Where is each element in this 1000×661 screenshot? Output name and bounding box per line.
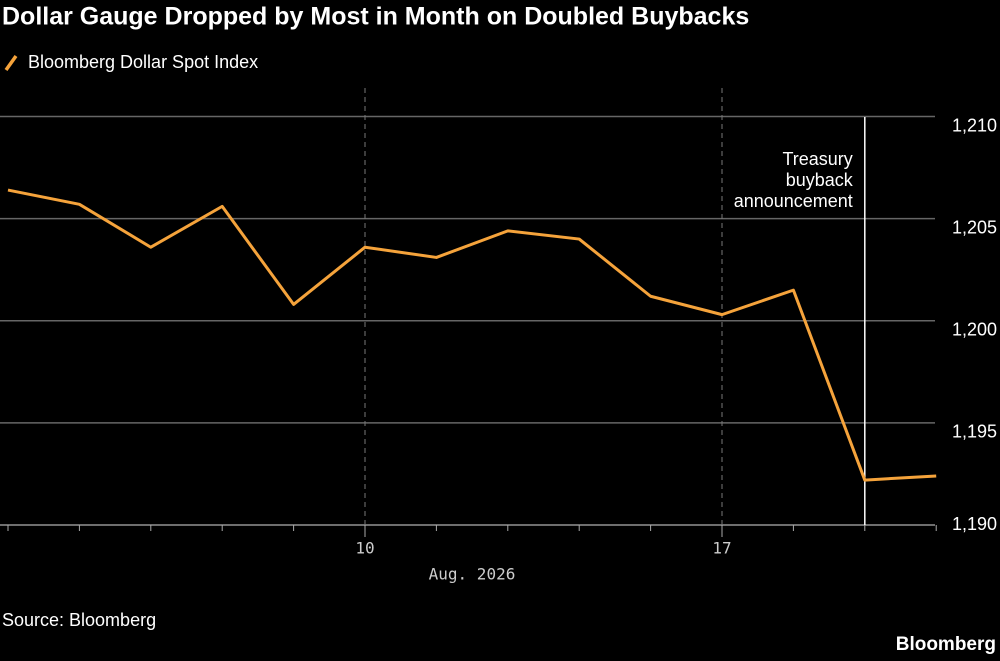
series-line [7, 188, 937, 482]
y-tick-label: 1,205 [952, 217, 997, 237]
source: Source: Bloomberg [2, 610, 156, 630]
annotation: announcement [734, 191, 853, 211]
x-tick-label: 10 [355, 539, 374, 558]
y-tick-label: 1,200 [952, 320, 997, 340]
y-tick-label: 1,195 [952, 422, 997, 442]
legend-swatch [4, 54, 18, 72]
x-tick-label: 17 [712, 539, 731, 558]
chart-title: Dollar Gauge Dropped by Most in Month on… [2, 3, 749, 31]
legend-label: Bloomberg Dollar Spot Index [28, 52, 258, 72]
y-tick-label: 1,210 [952, 115, 997, 135]
annotation: buyback [786, 170, 854, 190]
x-axis-label: Aug. 2026 [429, 565, 516, 584]
y-tick-label: 1,190 [952, 514, 997, 534]
annotation: Treasury [782, 149, 852, 169]
brand: Bloomberg [896, 634, 996, 655]
